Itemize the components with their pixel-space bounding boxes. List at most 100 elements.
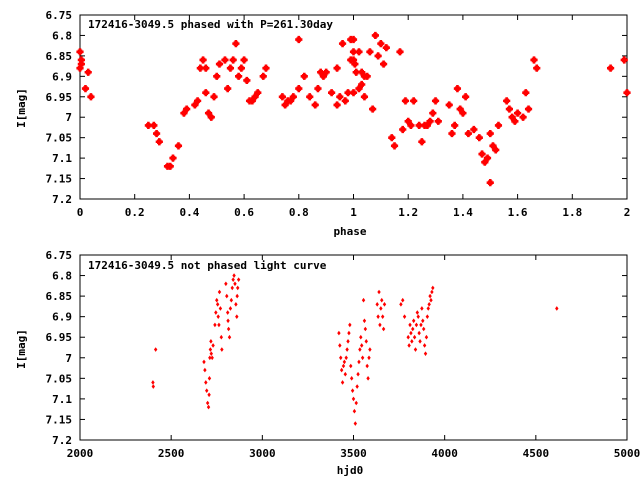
x-tick-label: 2	[624, 206, 631, 219]
data-point	[337, 330, 341, 336]
data-point-core	[534, 65, 540, 71]
data-point	[378, 322, 382, 328]
data-point-core	[236, 74, 241, 79]
data-point	[430, 289, 434, 295]
x-tick-label: 1.2	[398, 206, 418, 219]
data-point-core	[477, 135, 482, 140]
y-tick-label: 6.75	[46, 249, 73, 262]
data-point-core	[356, 86, 362, 91]
data-point-core	[621, 57, 627, 63]
data-point	[425, 314, 430, 319]
data-point	[419, 322, 423, 328]
data-point	[345, 347, 349, 352]
data-point-core	[318, 69, 323, 75]
data-point	[406, 334, 410, 340]
data-point-core	[296, 86, 302, 91]
unphased-light-curve-plot: 172416-3049.5 not phased light curve hjd…	[15, 249, 640, 477]
data-point	[429, 297, 433, 303]
x-tick-label: 5000	[614, 447, 640, 460]
data-point-core	[375, 53, 381, 59]
data-point-core	[282, 102, 288, 108]
data-point	[352, 408, 357, 414]
data-point-core	[252, 94, 258, 100]
data-point-core	[479, 151, 485, 157]
x-tick-label: 1	[350, 206, 357, 219]
data-point-core	[356, 49, 362, 55]
data-point-core	[334, 102, 340, 108]
data-point-core	[296, 37, 302, 42]
data-point	[555, 306, 559, 311]
data-point-core	[485, 155, 490, 161]
data-point-core	[260, 74, 266, 79]
x-tick-label: 0.6	[234, 206, 254, 219]
data-point-core	[449, 131, 455, 136]
data-point	[342, 359, 347, 365]
y-tick-label: 7.05	[46, 132, 73, 145]
data-point	[359, 334, 363, 340]
data-point-core	[433, 98, 438, 104]
data-point	[399, 302, 403, 307]
data-point	[340, 380, 345, 385]
data-point	[215, 297, 219, 303]
data-point-core	[222, 57, 228, 63]
data-point	[231, 277, 235, 282]
data-point	[418, 339, 422, 344]
data-point-core	[352, 61, 358, 67]
data-point-core	[85, 69, 91, 75]
data-point-core	[206, 110, 211, 116]
data-point-core	[531, 57, 537, 63]
data-point-core	[403, 98, 408, 104]
data-point-core	[312, 102, 318, 108]
data-point	[209, 351, 213, 356]
data-point-core	[217, 61, 222, 67]
data-point	[347, 330, 351, 336]
data-point-core	[334, 65, 340, 71]
data-point-core	[203, 65, 209, 71]
x-axis-title: phase	[333, 225, 366, 238]
data-point-core	[167, 163, 173, 169]
data-point	[349, 376, 354, 381]
data-point-core	[416, 123, 422, 128]
data-point-core	[329, 90, 334, 95]
data-point	[229, 297, 234, 303]
x-tick-label: 2500	[158, 447, 185, 460]
data-point-core	[452, 123, 457, 128]
data-point	[402, 314, 407, 319]
data-point	[363, 326, 368, 332]
y-tick-label: 6.9	[52, 70, 72, 83]
data-point-core	[509, 114, 515, 120]
data-point	[230, 285, 234, 291]
data-point-core	[482, 159, 488, 165]
data-point-core	[493, 147, 499, 153]
y-tick-label: 6.95	[46, 91, 73, 104]
data-point-core	[526, 106, 531, 112]
data-point	[206, 404, 211, 410]
data-point	[376, 314, 380, 319]
data-point	[358, 347, 362, 352]
data-point-core	[351, 90, 356, 95]
data-point	[355, 384, 359, 389]
data-point	[209, 339, 213, 344]
data-point	[226, 326, 231, 332]
data-point-core	[384, 45, 389, 51]
y-tick-label: 6.8	[52, 29, 72, 42]
data-point	[423, 351, 428, 356]
x-tick-label: 0.4	[179, 206, 199, 219]
data-point	[380, 297, 384, 303]
plot-title: 172416-3049.5 phased with P=261.30day	[88, 18, 333, 31]
data-point	[339, 367, 344, 373]
x-tick-label: 2000	[67, 447, 94, 460]
data-point	[381, 326, 386, 332]
data-point	[153, 347, 158, 352]
data-point-core	[244, 78, 250, 83]
x-tick-label: 0.2	[125, 206, 145, 219]
data-point	[411, 326, 415, 332]
data-point	[218, 306, 223, 311]
data-point	[426, 306, 430, 311]
data-point-core	[520, 114, 526, 120]
data-point	[367, 355, 371, 361]
data-point	[214, 310, 218, 315]
data-point-core	[291, 94, 296, 100]
data-point	[431, 285, 435, 291]
data-point-core	[233, 41, 239, 46]
